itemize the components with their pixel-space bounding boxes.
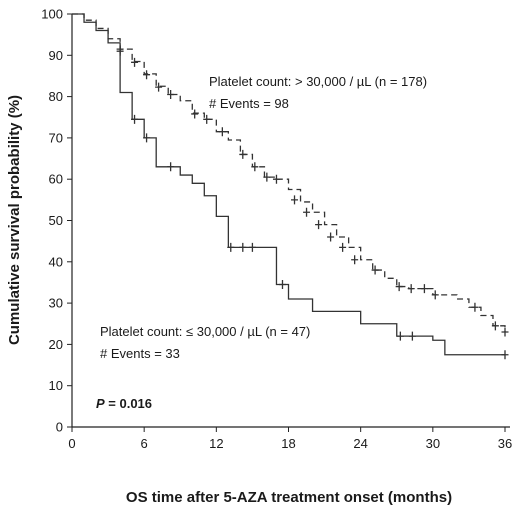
x-tick-label: 6 — [141, 436, 148, 451]
censor-mark — [155, 82, 163, 92]
censor-mark — [203, 114, 211, 124]
censor-mark — [227, 242, 235, 252]
censor-mark — [131, 114, 139, 124]
x-tick-label: 36 — [498, 436, 512, 451]
low-platelet-label: Platelet count: ≤ 30,000 / µL (n = 47) — [100, 324, 310, 339]
low-platelet-events: # Events = 33 — [100, 346, 180, 361]
y-ticks: 0 10 20 30 40 50 60 70 80 90 100 — [41, 7, 72, 435]
x-tick-label: 0 — [68, 436, 75, 451]
censor-mark — [143, 70, 151, 80]
y-tick-label: 40 — [49, 254, 63, 269]
censor-mark — [291, 195, 299, 205]
x-axis-title: OS time after 5-AZA treatment onset (mon… — [126, 489, 452, 506]
y-tick-label: 100 — [41, 7, 63, 22]
p-value: P = 0.016 — [96, 396, 152, 411]
censor-mark — [471, 302, 479, 312]
series-high-platelet — [72, 13, 509, 337]
censor-mark — [131, 57, 139, 67]
p-value-number: = 0.016 — [105, 396, 152, 411]
survival-curve — [72, 13, 505, 356]
censor-mark — [407, 284, 415, 294]
censor-mark — [420, 284, 428, 294]
x-tick-label: 30 — [426, 436, 440, 451]
survival-curve — [72, 13, 506, 333]
censor-mark — [116, 46, 124, 56]
censor-mark — [315, 220, 323, 230]
censor-mark — [351, 255, 359, 265]
censor-mark — [143, 133, 151, 143]
x-ticks: 0 6 12 18 24 30 36 — [68, 427, 512, 451]
censor-mark — [167, 90, 175, 100]
censor-mark — [218, 127, 226, 137]
series-low-platelet — [72, 13, 509, 360]
y-tick-label: 60 — [49, 172, 63, 187]
censor-mark — [339, 242, 347, 252]
x-tick-label: 24 — [353, 436, 367, 451]
censor-mark — [408, 331, 416, 341]
censor-mark — [431, 290, 439, 300]
censor-mark — [501, 327, 509, 337]
high-platelet-label: Platelet count: > 30,000 / µL (n = 178) — [209, 74, 427, 89]
censor-mark — [167, 162, 175, 172]
censor-mark — [278, 280, 286, 290]
censor-mark — [395, 282, 403, 292]
censor-mark — [191, 109, 199, 119]
censor-mark — [501, 350, 509, 360]
x-tick-label: 12 — [209, 436, 223, 451]
y-tick-label: 70 — [49, 130, 63, 145]
censor-mark — [491, 321, 499, 331]
y-tick-label: 0 — [56, 420, 63, 435]
censor-mark — [396, 331, 404, 341]
censor-mark — [327, 232, 335, 242]
censor-mark — [303, 207, 311, 217]
censor-mark — [239, 149, 247, 159]
y-tick-label: 10 — [49, 378, 63, 393]
y-tick-label: 80 — [49, 89, 63, 104]
y-tick-label: 90 — [49, 48, 63, 63]
y-tick-label: 30 — [49, 296, 63, 311]
censor-mark — [239, 242, 247, 252]
y-tick-label: 50 — [49, 213, 63, 228]
censor-mark — [263, 172, 271, 182]
series-layer — [72, 13, 509, 360]
censor-mark — [251, 162, 259, 172]
y-tick-label: 20 — [49, 337, 63, 352]
censor-mark — [371, 265, 379, 275]
y-axis-title: Cumulative survival probability (%) — [6, 95, 23, 345]
censor-mark — [272, 174, 280, 184]
high-platelet-events: # Events = 98 — [209, 96, 289, 111]
p-value-symbol: P — [96, 396, 105, 411]
censor-mark — [248, 242, 256, 252]
x-tick-label: 18 — [281, 436, 295, 451]
